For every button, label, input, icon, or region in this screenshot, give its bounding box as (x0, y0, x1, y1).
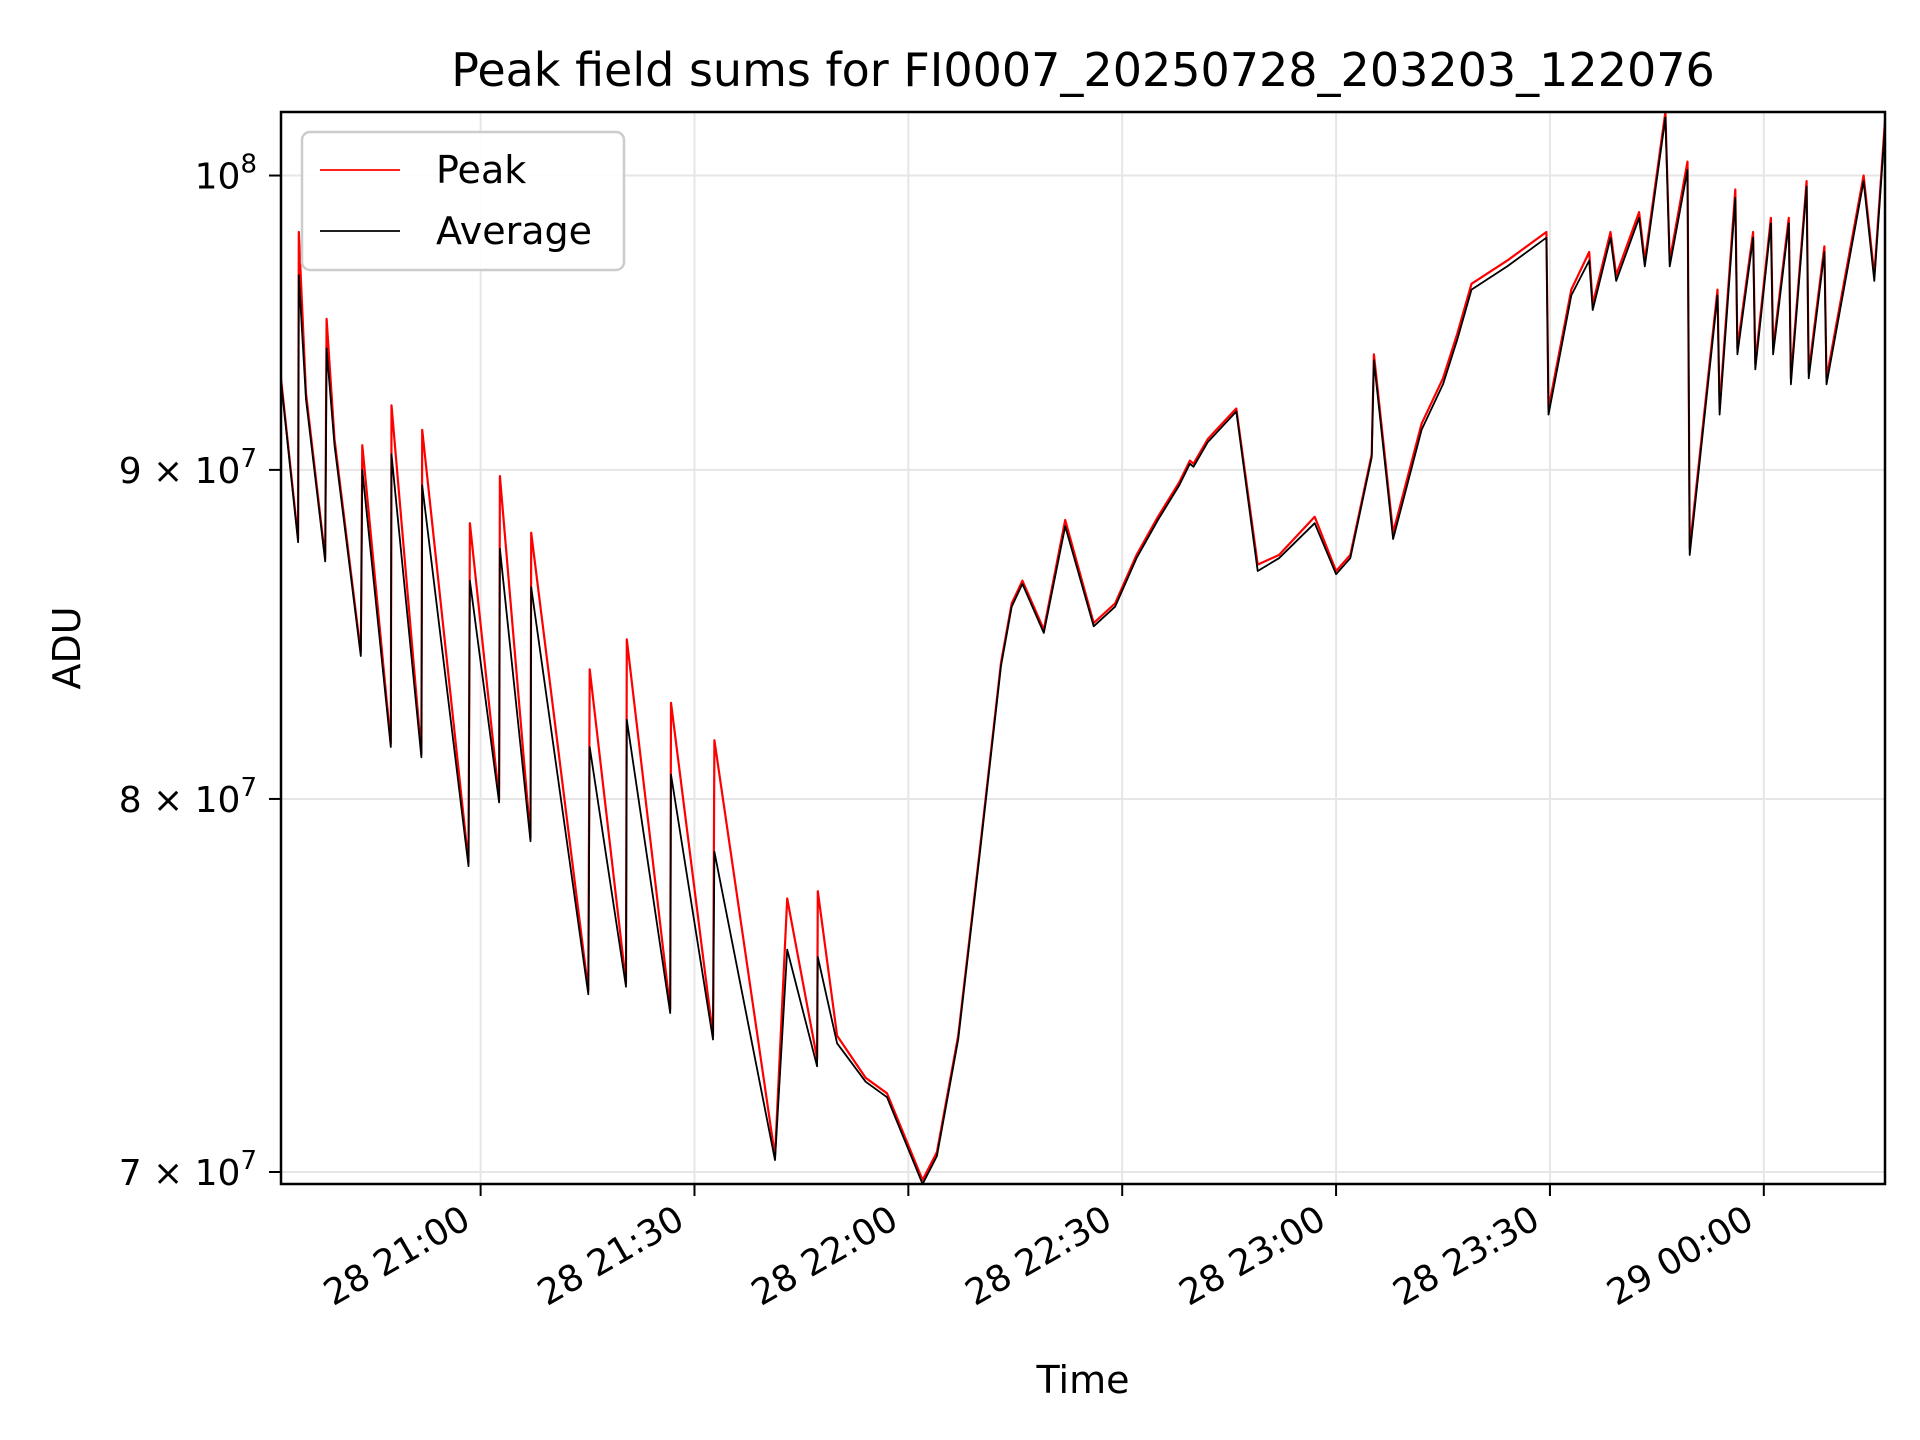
axes: 28 21:00 28 21:30 28 22:00 28 22:30 28 23:00… (119, 150, 1765, 1314)
y-tick-label: 7 × 107 (119, 1146, 257, 1194)
legend-label-average: Average (436, 209, 592, 253)
legend-label-peak: Peak (436, 148, 526, 192)
plot-frame (279, 110, 1887, 1186)
x-tick-label: 28 22:30 (959, 1198, 1119, 1314)
series-line-peak (281, 112, 1885, 1182)
legend: Peak Average (300, 130, 626, 272)
y-tick-label: 108 (195, 150, 257, 198)
y-tick-label: 8 × 107 (119, 773, 257, 821)
legend-box (300, 130, 626, 272)
x-axis-label: Time (1036, 1358, 1130, 1402)
chart-title: Peak field sums for FI0007_20250728_2032… (451, 43, 1715, 97)
x-tick-label: 28 21:30 (531, 1198, 691, 1314)
grid (281, 112, 1885, 1184)
x-tick-label: 28 22:00 (745, 1198, 905, 1314)
x-tick-label: 28 23:30 (1387, 1198, 1547, 1314)
x-tick-label: 28 21:00 (317, 1198, 477, 1314)
y-tick-label: 9 × 107 (119, 444, 257, 492)
y-axis-label: ADU (45, 606, 89, 689)
series-line-average (281, 116, 1885, 1184)
x-tick-label: 28 23:00 (1173, 1198, 1333, 1314)
series-lines (281, 112, 1885, 1184)
x-tick-label: 29 00:00 (1600, 1198, 1760, 1314)
